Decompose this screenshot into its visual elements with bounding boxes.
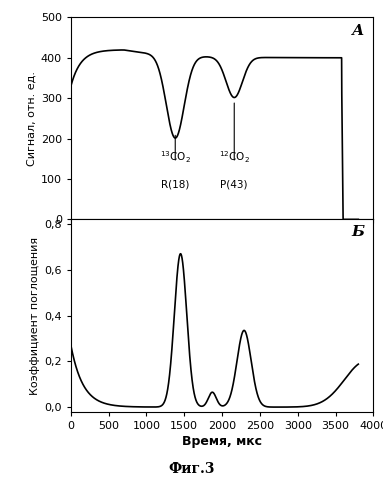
Text: А: А — [352, 23, 364, 37]
Text: $^{13}$CO$_2$: $^{13}$CO$_2$ — [160, 149, 191, 165]
Text: R(18): R(18) — [161, 179, 190, 189]
Text: Б: Б — [351, 225, 364, 239]
Text: P(43): P(43) — [221, 179, 248, 189]
Y-axis label: Сигнал, отн. ед.: Сигнал, отн. ед. — [26, 71, 36, 166]
Text: $^{12}$CO$_2$: $^{12}$CO$_2$ — [219, 149, 250, 165]
X-axis label: Время, мкс: Время, мкс — [182, 435, 262, 448]
Text: Фиг.3: Фиг.3 — [168, 462, 215, 476]
Y-axis label: Коэффициент поглощения: Коэффициент поглощения — [30, 237, 40, 395]
